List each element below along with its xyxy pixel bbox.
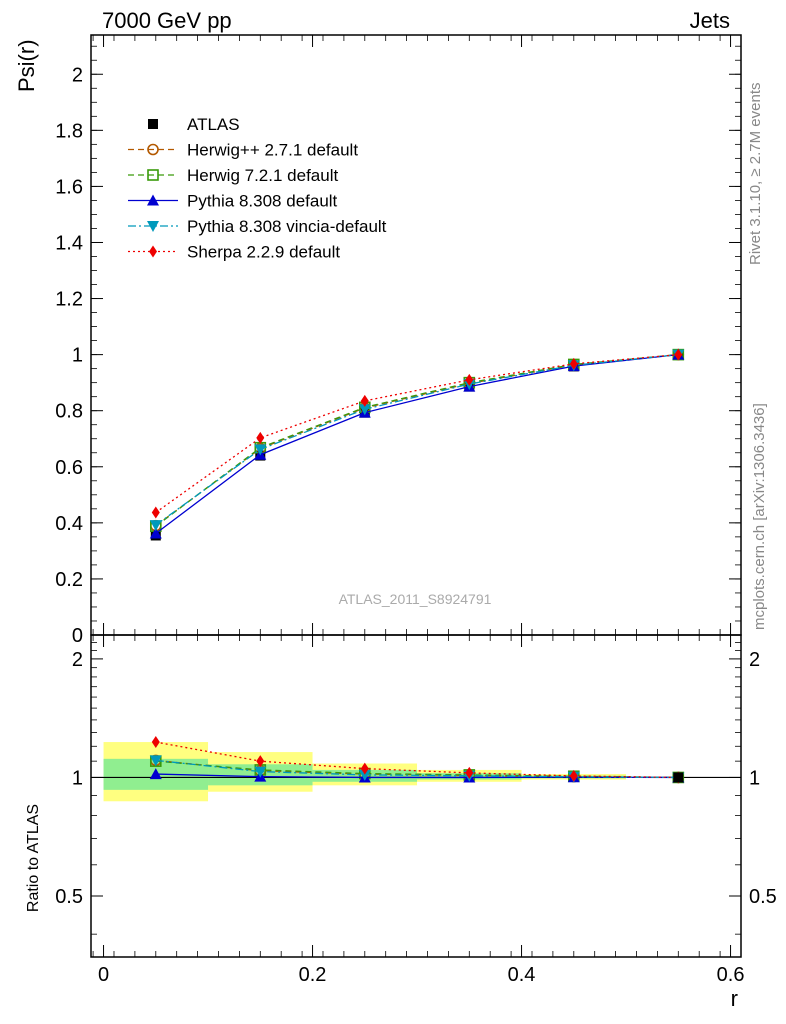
ratio-data-point [256,755,265,768]
ratio-data-point [569,769,578,782]
ratio-series-line [155,759,679,779]
title-right: Jets [690,8,730,33]
legend-item: Pythia 8.308 default [128,192,338,211]
ratio-data-point [358,769,371,781]
main-series-group [149,348,685,541]
ratio-y-tick-label-right: 1 [749,767,760,789]
ratio-plot-frame [90,634,742,958]
legend-marker [147,221,159,232]
legend-item: Herwig++ 2.7.1 default [128,141,358,160]
ratio-ylabel: Ratio to ATLAS [25,804,42,912]
main-y-tick-label: 0.2 [55,569,83,591]
x-axis-label: r [731,986,738,1011]
main-y-tick-label: 0.6 [55,457,83,479]
ratio-data-point [360,762,369,775]
legend-item: Herwig 7.2.1 default [128,166,338,185]
ratio-data-point [151,736,160,749]
ratio-y-tick-label-right: 0.5 [749,886,777,908]
main-series-4 [149,349,685,532]
main-y-tick-label: 0 [72,625,83,647]
main-series-5 [151,348,683,519]
legend-label: Herwig++ 2.7.1 default [187,141,358,160]
ratio-data-point [254,766,267,778]
legend-label: Pythia 8.308 default [187,192,338,211]
mcplots-label: mcplots.cern.ch [arXiv:1306.3436] [751,403,768,630]
ratio-data-point [149,755,162,767]
ratio-reference-point [673,772,684,783]
legend-label: Herwig 7.2.1 default [187,166,338,185]
main-series-1 [149,348,685,532]
ratio-y-tick-label: 0.5 [55,886,83,908]
legend-item: Pythia 8.308 vincia-default [128,217,387,236]
plot-layer: 00.20.40.60.811.21.41.61.820 0.2 0.4 0.60.5… [55,34,777,986]
main-data-point [569,357,578,370]
main-series-line [155,353,679,527]
legend-marker [147,169,159,181]
main-y-tick-label: 1.6 [55,176,83,198]
uncertainty-bands [103,742,731,802]
legend: ATLAS Herwig++ 2.7.1 default Herwig 7.2.1 … [128,115,387,262]
main-data-point [465,373,474,386]
ratio-y-tick-label-right: 2 [749,649,760,671]
legend-marker [149,245,157,258]
main-series-line [155,353,679,527]
main-series-line [155,353,679,514]
main-y-tick-label: 1.8 [55,120,83,142]
main-y-tick-label: 2 [72,64,83,86]
legend-label: Pythia 8.308 vincia-default [187,217,387,236]
x-tick-label: 0.6 [717,964,745,986]
legend-item: ATLAS [148,115,240,134]
x-tick-label: 0.4 [508,964,536,986]
x-tick-label: 0 [98,964,109,986]
ratio-data-point [149,768,162,780]
ratio-y-tick-label: 1 [72,767,83,789]
ratio-data-point [465,766,474,779]
watermark: ATLAS_2011_S8924791 [339,591,492,607]
main-y-tick-label: 0.8 [55,401,83,423]
rivet-label: Rivet 3.1.10, ≥ 2.7M events [747,83,764,266]
main-y-tick-label: 1 [72,345,83,367]
main-series-line [155,353,679,526]
legend-label: Sherpa 2.2.9 default [187,243,340,262]
title-left: 7000 GeV pp [102,8,232,33]
main-series-0 [150,349,684,541]
main-data-point [360,394,369,407]
x-tick-label: 0.2 [299,964,327,986]
axis-ticks: 00.20.40.60.811.21.41.61.820 0.2 0.4 0.60.5… [55,35,777,986]
legend-marker [147,143,159,156]
main-y-tick-label: 1.2 [55,289,83,311]
legend-marker [147,194,159,206]
main-ylabel: Psi(r) [14,39,39,92]
main-data-point [256,431,265,444]
main-data-point [358,404,371,416]
legend-marker [148,119,158,129]
main-data-point [254,444,267,456]
main-y-tick-label: 1.4 [55,232,83,254]
legend-label: ATLAS [187,115,240,134]
main-data-point [149,527,162,539]
main-data-point [151,506,160,519]
main-series-line [155,353,679,535]
main-y-tick-label: 0.4 [55,513,83,535]
main-data-point [149,520,162,532]
ratio-y-tick-label: 2 [72,649,83,671]
main-series-3 [149,348,685,539]
legend-item: Sherpa 2.2.9 default [128,243,340,262]
main-series-2 [149,348,685,533]
main-data-point [674,348,683,361]
